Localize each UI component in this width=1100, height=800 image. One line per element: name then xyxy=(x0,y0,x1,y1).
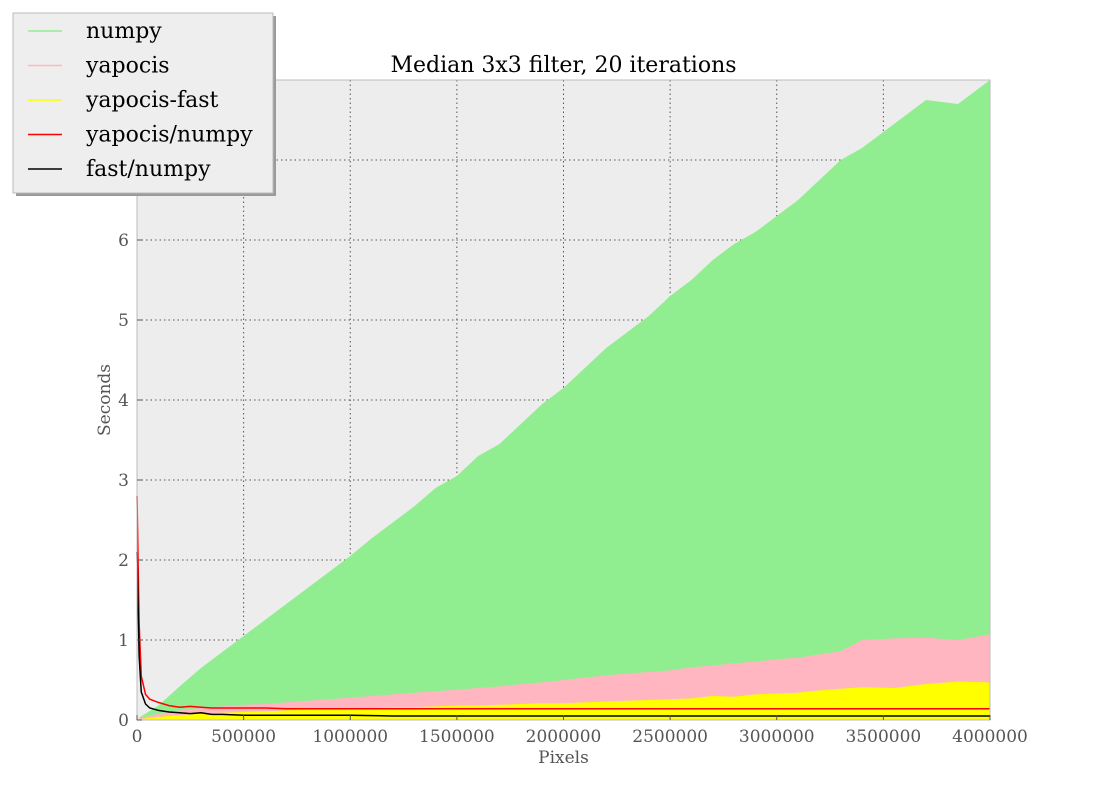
legend-label: numpy xyxy=(86,19,162,44)
legend-label: yapocis xyxy=(85,54,170,79)
y-tick-label: 2 xyxy=(118,551,129,571)
chart-title: Median 3x3 filter, 20 iterations xyxy=(390,53,736,78)
y-tick-label: 3 xyxy=(118,471,129,491)
y-tick-label: 1 xyxy=(118,631,129,651)
area-series-numpy xyxy=(139,80,990,720)
x-tick-label: 2000000 xyxy=(526,727,602,747)
x-tick-label: 3000000 xyxy=(739,727,815,747)
x-tick-label: 1500000 xyxy=(419,727,495,747)
x-tick-label: 1000000 xyxy=(312,727,388,747)
legend-label: yapocis/numpy xyxy=(85,123,253,148)
x-tick-label: 3500000 xyxy=(846,727,922,747)
y-axis-label: Seconds xyxy=(95,364,115,436)
x-tick-label: 0 xyxy=(132,727,143,747)
line-series-yapocis-numpy xyxy=(136,495,990,710)
y-tick-label: 0 xyxy=(118,711,129,731)
x-tick-label: 2500000 xyxy=(632,727,708,747)
y-tick-label: 5 xyxy=(118,311,129,331)
x-tick-label: 4000000 xyxy=(952,727,1028,747)
y-tick-label: 4 xyxy=(118,391,129,411)
x-axis-label: Pixels xyxy=(538,748,589,768)
legend-box xyxy=(12,12,274,194)
x-tick-label: 500000 xyxy=(211,727,276,747)
y-tick-label: 6 xyxy=(118,231,129,251)
legend-label: yapocis-fast xyxy=(85,88,219,113)
legend-label: fast/numpy xyxy=(86,157,211,182)
area-series-yapocis-fast xyxy=(139,681,990,720)
